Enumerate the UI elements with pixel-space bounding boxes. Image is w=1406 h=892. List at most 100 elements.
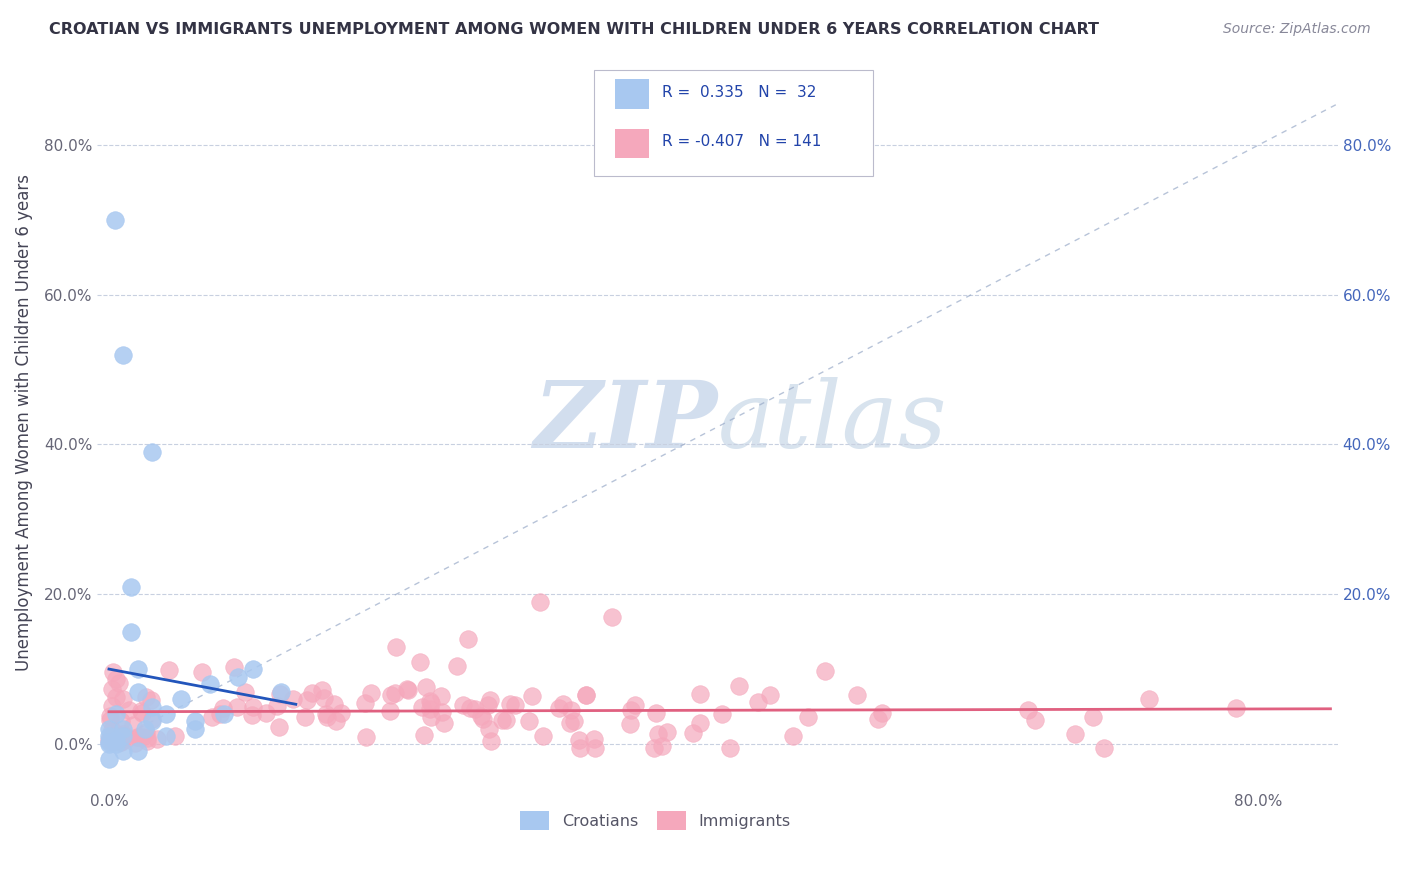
Point	[583, 740, 606, 755]
Point	[281, 691, 304, 706]
Point	[354, 730, 377, 744]
Point	[409, 655, 432, 669]
Point	[520, 689, 543, 703]
Point	[1137, 691, 1160, 706]
Point	[98, 733, 121, 747]
Point	[619, 717, 641, 731]
Point	[643, 740, 665, 755]
Point	[115, 732, 138, 747]
Point	[295, 692, 318, 706]
Point	[155, 706, 177, 721]
Point	[209, 707, 232, 722]
Point	[104, 672, 127, 686]
Point	[548, 700, 571, 714]
Point	[419, 696, 441, 710]
Bar	[614, 79, 650, 109]
Point	[135, 690, 157, 705]
Point	[269, 687, 291, 701]
Point	[569, 740, 592, 755]
Point	[651, 739, 673, 753]
Point	[121, 718, 143, 732]
Point	[380, 689, 402, 703]
Point	[419, 702, 441, 716]
Point	[198, 677, 221, 691]
Point	[575, 688, 598, 702]
Point	[478, 693, 501, 707]
Point	[242, 699, 264, 714]
Point	[720, 740, 742, 755]
Point	[141, 712, 163, 726]
Point	[314, 690, 336, 705]
Text: ZIP: ZIP	[533, 377, 717, 467]
Point	[728, 679, 751, 693]
Point	[657, 725, 679, 739]
Point	[384, 686, 406, 700]
Y-axis label: Unemployment Among Women with Children Under 6 years: Unemployment Among Women with Children U…	[15, 174, 32, 671]
Point	[385, 640, 408, 654]
Point	[1024, 713, 1046, 727]
Point	[412, 728, 434, 742]
Point	[316, 709, 339, 723]
Point	[136, 734, 159, 748]
Point	[430, 705, 453, 719]
Point	[141, 445, 163, 459]
Point	[110, 735, 132, 749]
Point	[430, 689, 453, 703]
Point	[100, 709, 122, 723]
Point	[105, 733, 128, 747]
Point	[98, 737, 121, 751]
Point	[120, 624, 142, 639]
Point	[782, 729, 804, 743]
Point	[551, 697, 574, 711]
Point	[870, 706, 893, 721]
Text: atlas: atlas	[717, 377, 948, 467]
Point	[127, 662, 149, 676]
Point	[111, 691, 134, 706]
Point	[135, 725, 157, 739]
Point	[419, 694, 441, 708]
Point	[112, 722, 135, 736]
Point	[141, 714, 163, 729]
Point	[471, 712, 494, 726]
Point	[212, 706, 235, 721]
Point	[353, 696, 375, 710]
Point	[845, 689, 868, 703]
Text: Source: ZipAtlas.com: Source: ZipAtlas.com	[1223, 22, 1371, 37]
Point	[505, 698, 527, 713]
Point	[330, 706, 353, 720]
Point	[558, 716, 581, 731]
Point	[814, 665, 837, 679]
Point	[470, 708, 492, 723]
Point	[360, 686, 382, 700]
Point	[235, 685, 257, 699]
Point	[315, 706, 337, 721]
Point	[222, 659, 245, 673]
Point	[582, 732, 605, 747]
Point	[529, 595, 551, 609]
Point	[797, 710, 820, 724]
Legend: Croatians, Immigrants: Croatians, Immigrants	[513, 805, 797, 836]
Text: R =  0.335   N =  32: R = 0.335 N = 32	[662, 85, 815, 100]
Point	[201, 709, 224, 723]
Point	[131, 706, 153, 721]
Point	[519, 714, 541, 729]
Point	[139, 692, 162, 706]
Point	[560, 703, 582, 717]
Point	[1092, 740, 1115, 755]
Point	[98, 752, 121, 766]
Point	[266, 699, 288, 714]
Point	[1225, 701, 1247, 715]
Point	[325, 714, 347, 728]
Point	[105, 706, 128, 721]
Point	[411, 700, 433, 714]
Point	[101, 728, 124, 742]
Point	[125, 730, 148, 744]
Point	[112, 744, 135, 758]
Point	[689, 687, 711, 701]
Point	[131, 704, 153, 718]
Point	[689, 716, 711, 731]
Point	[647, 726, 669, 740]
Point	[211, 701, 233, 715]
Point	[645, 706, 668, 721]
Point	[479, 734, 502, 748]
